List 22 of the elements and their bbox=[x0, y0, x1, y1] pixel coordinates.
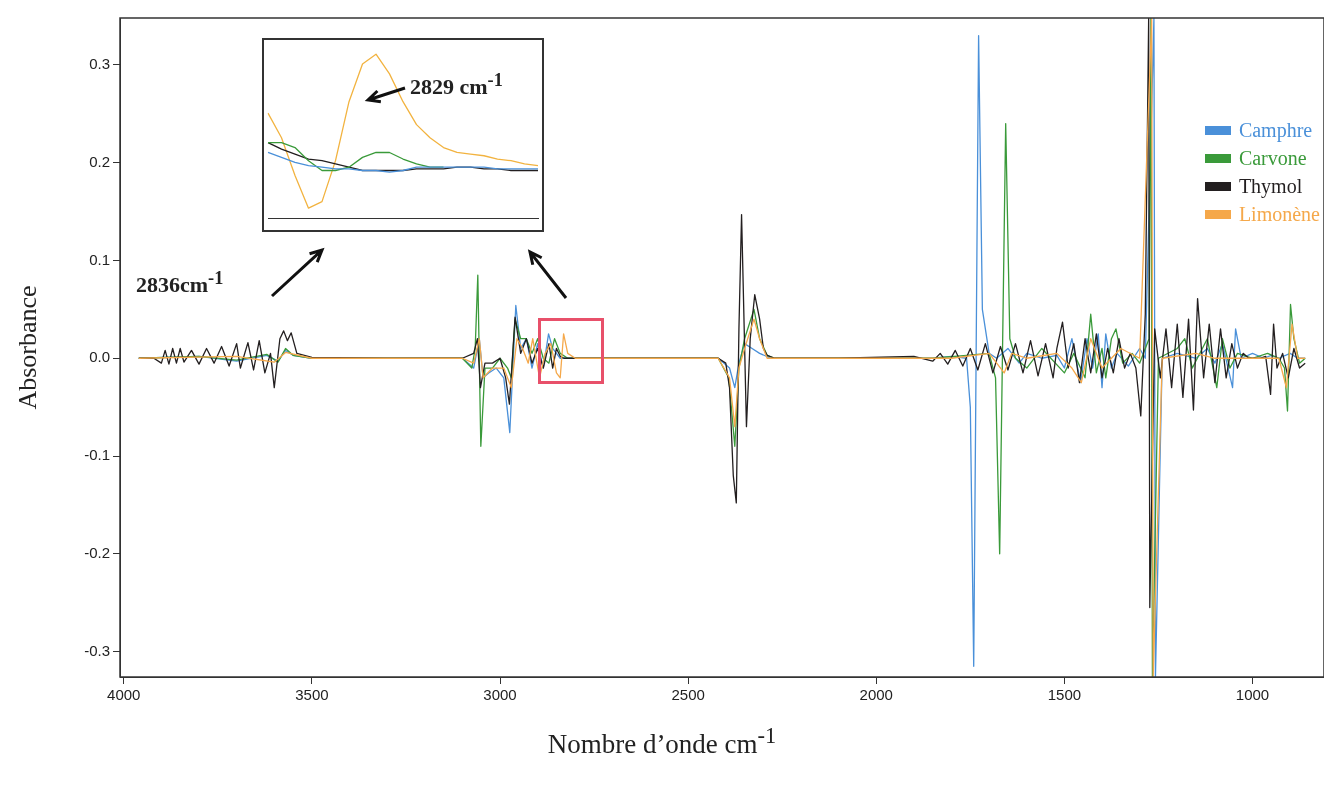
annotation: 2836cm$^{-1}$ bbox=[136, 268, 224, 299]
x-tick-label: 2000 bbox=[859, 686, 893, 704]
y-tick-label: 0.2 bbox=[89, 152, 110, 170]
x-tick-label: 3000 bbox=[483, 686, 517, 704]
legend-label: Carvone bbox=[1238, 146, 1307, 171]
x-tick-label: 3500 bbox=[295, 686, 329, 704]
legend-label: Camphre bbox=[1238, 118, 1313, 144]
x-tick-label: 1000 bbox=[1235, 686, 1270, 704]
legend-label: Limonène bbox=[1238, 202, 1320, 227]
x-tick-label: 4000 bbox=[107, 686, 141, 704]
y-tick-label: -0.3 bbox=[84, 641, 110, 659]
annotation: 2829 cm$^{-1}$ bbox=[410, 70, 503, 101]
legend-label: Thymol bbox=[1238, 174, 1303, 200]
y-tick-label: -0.1 bbox=[84, 446, 110, 464]
y-axis-title: Absorbance bbox=[13, 285, 43, 410]
y-tick-label: 0.1 bbox=[89, 250, 110, 268]
y-tick-label: 0.0 bbox=[89, 348, 110, 366]
x-tick-label: 1500 bbox=[1047, 686, 1082, 704]
x-tick-label: 2500 bbox=[671, 686, 705, 704]
x-axis-title: Nombre d’onde cm$^{-1}$ bbox=[546, 723, 778, 760]
y-tick-label: 0.3 bbox=[89, 55, 110, 73]
y-tick-label: -0.2 bbox=[84, 543, 110, 561]
